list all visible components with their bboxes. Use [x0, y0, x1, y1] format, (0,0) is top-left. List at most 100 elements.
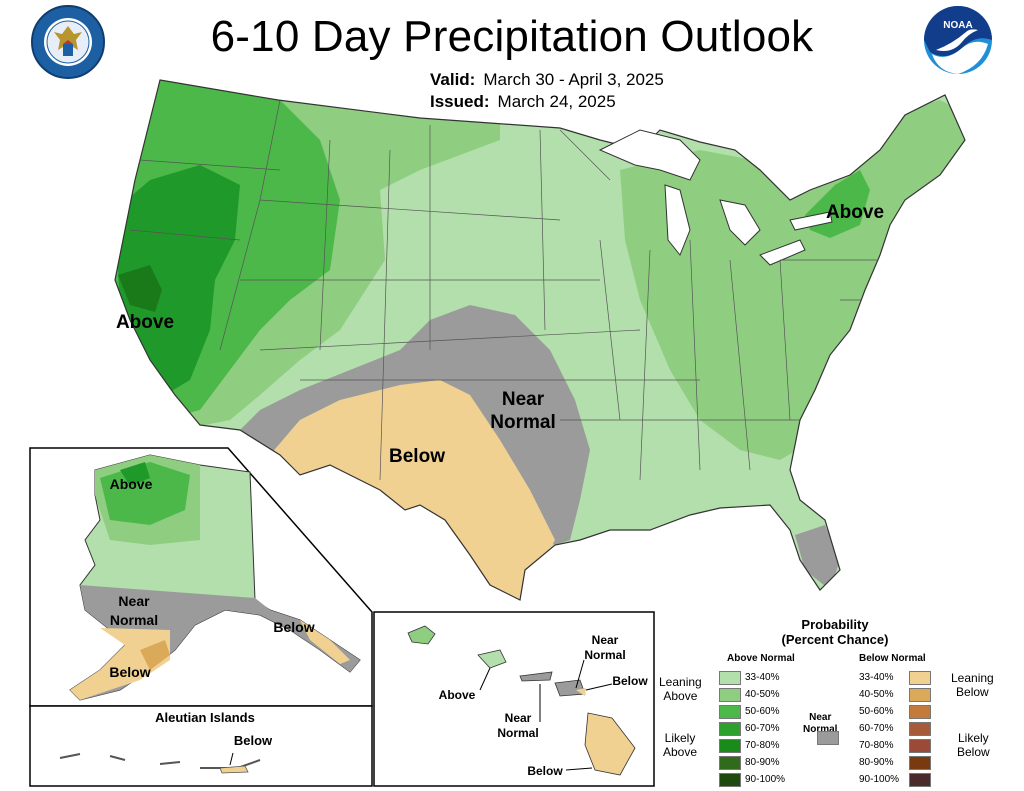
legend-above-label-7: 90-100% — [745, 774, 786, 785]
legend-below-swatch-5 — [909, 739, 931, 753]
hawaii-oahu — [477, 649, 507, 669]
lake-michigan — [664, 184, 691, 256]
legend-above-label-1: 33-40% — [745, 672, 780, 683]
alaska-50-60 — [100, 462, 190, 525]
legend-above-swatch-4 — [719, 722, 741, 736]
label-west-above: Above — [116, 312, 174, 333]
commerce-seal-logo — [31, 5, 105, 79]
issued-label: Issued: — [430, 92, 490, 111]
ak-label-near-line2: Normal — [110, 612, 158, 628]
region-near-normal — [240, 305, 590, 545]
legend-above-label-4: 60-70% — [745, 723, 780, 734]
valid-label: Valid: — [430, 70, 476, 89]
ak-label-above: Above — [110, 476, 153, 492]
alaska-se-below — [300, 620, 350, 664]
legend-likely-above-l1: Likely — [664, 731, 696, 745]
lake-erie — [759, 239, 806, 266]
legend-below-label-3: 50-60% — [859, 706, 894, 717]
alaska-60-70 — [120, 462, 150, 486]
legend-above-header: Above Normal — [727, 653, 795, 664]
legend-below-swatch-6 — [909, 756, 931, 770]
legend-likely-below-l2: Below — [957, 745, 990, 759]
state-borders — [129, 99, 880, 481]
valid-value: March 30 - April 3, 2025 — [483, 70, 664, 89]
legend-leaning-above-l1: Leaning — [659, 675, 702, 689]
legend-above-swatch-6 — [719, 756, 741, 770]
alaska-inset: Above Near Normal Below Below — [29, 447, 373, 707]
hi-label-below-b: Below — [612, 674, 648, 688]
region-west-60-70 — [115, 165, 240, 395]
legend-near-l2: Normal — [803, 724, 838, 735]
hi-label-above: Above — [439, 688, 476, 702]
legend-leaning-above: Leaning Above — [659, 675, 702, 703]
hi-label-near-b-2: Normal — [584, 648, 625, 662]
legend-above-label-2: 40-50% — [745, 689, 780, 700]
legend-leaning-below-l2: Below — [956, 685, 989, 699]
issued-value: March 24, 2025 — [497, 92, 616, 111]
issued-date: Issued: March 24, 2025 — [430, 92, 616, 112]
legend-leaning-below-l1: Leaning — [951, 671, 994, 685]
legend-title: Probability (Percent Chance) — [715, 617, 955, 647]
noaa-logo-text: NOAA — [943, 20, 972, 31]
conus-outline — [114, 79, 966, 601]
legend-below-label-4: 60-70% — [859, 723, 894, 734]
label-sw-below: Below — [389, 446, 445, 467]
aleutian-label-below: Below — [234, 733, 273, 748]
legend-near-l1: Near — [809, 712, 832, 723]
region-florida-near-normal — [795, 525, 840, 590]
legend-likely-below: Likely Below — [957, 731, 990, 759]
legend-above-swatch-3 — [719, 705, 741, 719]
hawaii-maui-below — [576, 688, 586, 696]
legend-below-label-2: 40-50% — [859, 689, 894, 700]
alaska-below-33-40 — [70, 628, 170, 700]
legend-above-swatch-1 — [719, 671, 741, 685]
lake-superior — [598, 129, 701, 181]
legend-below-swatch-3 — [909, 705, 931, 719]
legend-above-swatch-5 — [719, 739, 741, 753]
label-near-normal-line1: Near — [502, 389, 545, 410]
valid-dates: Valid: March 30 - April 3, 2025 — [430, 70, 664, 90]
legend-above-label-6: 80-90% — [745, 757, 780, 768]
region-below-33-40 — [270, 380, 555, 600]
hawaii-molokai — [519, 671, 553, 682]
legend-above-label-5: 70-80% — [745, 740, 780, 751]
legend-near-normal-swatch — [817, 731, 839, 745]
lake-ontario — [789, 211, 833, 231]
legend-below-label-7: 90-100% — [859, 774, 900, 785]
hawaii-kauai — [407, 625, 436, 645]
label-near-normal-line2: Normal — [490, 412, 555, 433]
legend-title-line1: Probability — [801, 617, 869, 632]
legend-above-swatch-2 — [719, 688, 741, 702]
legend-near-normal-label: Near Normal — [803, 712, 837, 736]
label-ne-above: Above — [826, 202, 884, 223]
lake-huron — [719, 199, 761, 246]
legend-below-swatch-7 — [909, 773, 931, 787]
legend-title-line2: (Percent Chance) — [781, 632, 889, 647]
legend-below-header: Below Normal — [859, 653, 926, 664]
legend-below-swatch-4 — [909, 722, 931, 736]
hi-label-below-a: Below — [527, 764, 563, 778]
hawaii-big-island — [584, 712, 636, 776]
region-east-40-50 — [620, 100, 965, 460]
hi-label-near-a-2: Normal — [497, 726, 538, 740]
legend-above-swatch-7 — [719, 773, 741, 787]
legend-below-swatch-1 — [909, 671, 931, 685]
ak-label-below-east: Below — [273, 619, 314, 635]
legend-above-label-3: 50-60% — [745, 706, 780, 717]
legend-below-label-1: 33-40% — [859, 672, 894, 683]
legend-leaning-below: Leaning Below — [951, 671, 994, 699]
hi-label-near-a-1: Near — [505, 711, 532, 725]
legend-likely-above-l2: Above — [663, 745, 698, 759]
region-west-70-80 — [118, 265, 162, 312]
ak-label-near-line1: Near — [118, 593, 150, 609]
alaska-below-40-50 — [140, 640, 170, 670]
aleutian-inset: Aleutian Islands Below — [29, 705, 373, 787]
probability-legend: Probability (Percent Chance) Above Norma… — [655, 615, 1015, 787]
legend-leaning-above-l2: Above — [663, 689, 698, 703]
legend-likely-below-l1: Likely — [958, 731, 989, 745]
legend-below-swatch-2 — [909, 688, 931, 702]
legend-likely-above: Likely Above — [663, 731, 697, 759]
noaa-logo: NOAA — [924, 6, 992, 74]
aleutian-title: Aleutian Islands — [155, 710, 255, 725]
